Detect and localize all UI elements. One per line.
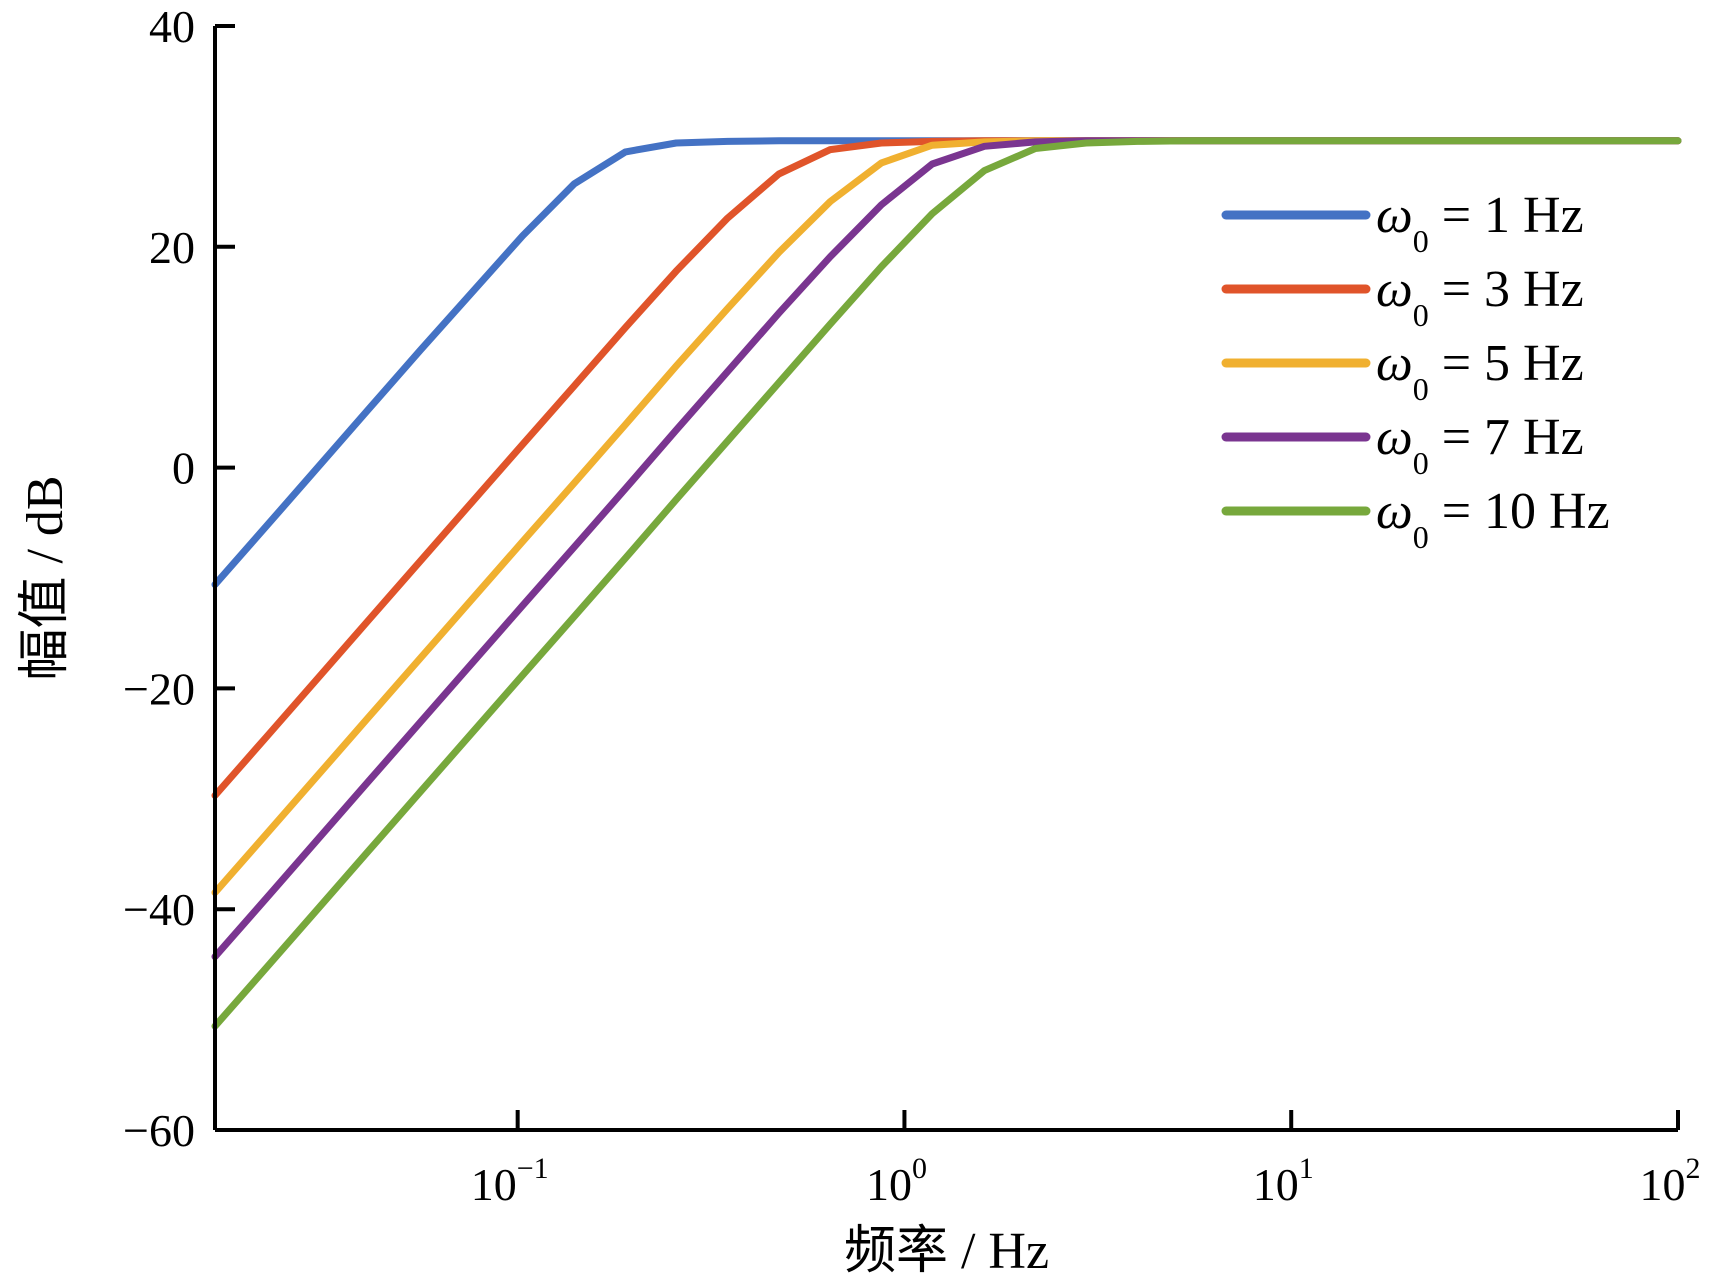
x-tick-exponent: 0 (912, 1152, 927, 1185)
x-tick-exponent: −1 (517, 1152, 549, 1185)
y-tick-label: 40 (149, 1, 195, 52)
y-axis-label: 幅值 / dB (17, 475, 74, 680)
legend-label-4: ω0 = 7 Hz (1376, 409, 1584, 481)
y-tick-label: −60 (123, 1105, 195, 1156)
x-tick-exponent: 1 (1299, 1152, 1314, 1185)
legend-label-3: ω0 = 5 Hz (1376, 335, 1584, 407)
y-tick-label: 20 (149, 222, 195, 273)
x-tick-label: 101 (1253, 1152, 1314, 1210)
x-tick-label: 100 (866, 1152, 927, 1210)
legend-label-2: ω0 = 3 Hz (1376, 261, 1584, 333)
x-tick-label: 102 (1640, 1152, 1701, 1210)
legend-label-1: ω0 = 1 Hz (1376, 187, 1584, 259)
series-line-5 (211, 137, 1682, 1030)
y-tick-label: 0 (172, 443, 195, 494)
legend-label-5: ω0 = 10 Hz (1376, 483, 1610, 555)
x-axis-label: 频率 / Hz (844, 1223, 1049, 1280)
y-tick-label: −40 (123, 884, 195, 935)
x-tick-label: 10−1 (471, 1152, 549, 1210)
x-tick-exponent: 2 (1686, 1152, 1701, 1185)
plot-series-group (211, 137, 1682, 1030)
y-tick-label: −20 (123, 663, 195, 714)
